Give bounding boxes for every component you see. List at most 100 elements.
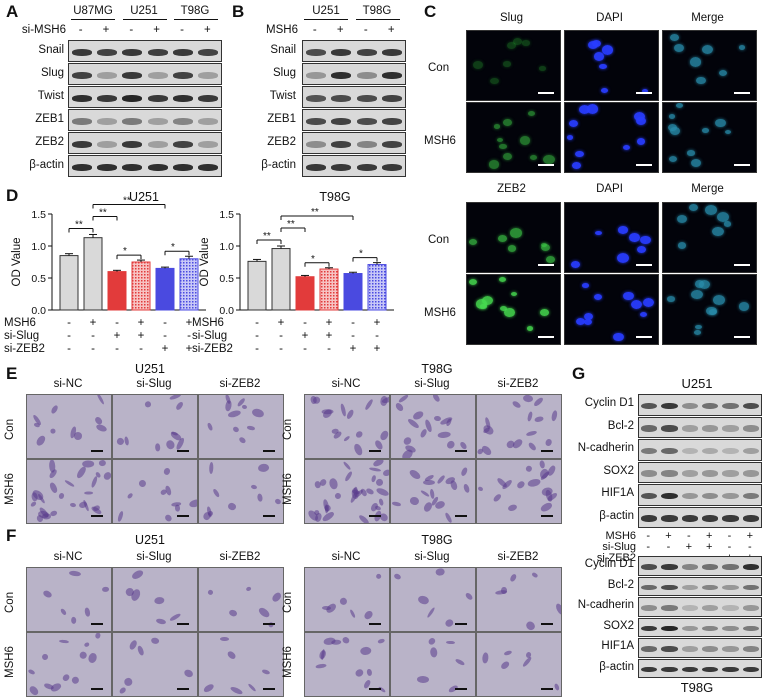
blot-band: [742, 447, 759, 455]
cell-nucleus: [738, 301, 750, 311]
micrograph-image: [112, 394, 198, 459]
row-label: Con: [282, 418, 294, 440]
cell-nucleus: [529, 154, 538, 161]
stained-cell: [374, 572, 383, 581]
blot-band: [702, 402, 719, 410]
cell-line-title: T98G: [680, 680, 714, 695]
cell-nucleus: [572, 162, 581, 170]
fluorescence-image: [466, 274, 561, 345]
blot-band: [681, 402, 698, 410]
stained-cell: [360, 646, 373, 656]
blot-band: [198, 141, 219, 148]
sign-mark: -: [67, 330, 71, 342]
cell-nucleus: [540, 309, 549, 316]
stained-cell: [378, 497, 384, 506]
column-label: si-NC: [53, 551, 83, 563]
stained-cell: [137, 645, 145, 657]
blot-band: [71, 72, 92, 79]
blot-band: [305, 118, 326, 125]
panel-label-g: G: [572, 364, 586, 383]
stained-cell: [227, 501, 238, 512]
row-label: MSH6: [424, 135, 456, 147]
column-label: si-ZEB2: [219, 551, 261, 563]
stained-cell: [436, 474, 446, 485]
blot-band: [96, 72, 118, 79]
cell-nucleus: [717, 212, 729, 223]
cell-nucleus: [694, 324, 702, 330]
row-protein-label: Slug: [272, 66, 296, 79]
blot-strip: [638, 416, 762, 438]
cell-nucleus: [469, 278, 478, 285]
sig-mark: **: [311, 207, 319, 218]
row-protein-label: Bcl-2: [607, 419, 634, 432]
blot-band: [661, 625, 678, 632]
y-tick-label: 0.5: [31, 273, 46, 285]
row-label: Con: [4, 418, 16, 440]
stained-cell: [219, 637, 229, 642]
cell-nucleus: [642, 89, 649, 94]
cell-nucleus: [691, 289, 703, 300]
blot-band: [742, 605, 759, 611]
cell-nucleus: [502, 153, 512, 161]
stained-cell: [525, 465, 534, 474]
stained-cell: [69, 502, 77, 508]
row-protein-label: ZEB2: [267, 135, 296, 148]
cell-nucleus: [490, 77, 499, 85]
stained-cell: [41, 653, 49, 661]
blot-band: [722, 470, 739, 477]
scale-bar: [734, 336, 750, 338]
sign-mark: +: [203, 24, 211, 36]
cell-nucleus: [642, 297, 655, 308]
blot-band: [641, 515, 658, 522]
blot-band: [382, 49, 403, 56]
blot-band: [172, 118, 194, 125]
cell-nucleus: [569, 119, 579, 127]
sign-mark: +: [186, 343, 193, 355]
condition-label: si-ZEB2: [192, 343, 233, 355]
blot-band: [641, 492, 658, 500]
stained-cell: [241, 404, 248, 410]
blot-band: [722, 625, 739, 632]
blot-band: [702, 492, 719, 500]
scale-bar: [636, 92, 652, 94]
stained-cell: [492, 492, 503, 503]
micrograph-image: [476, 567, 562, 632]
stained-cell: [382, 468, 389, 477]
scale-bar: [541, 450, 553, 452]
micrograph-image: [26, 632, 112, 697]
scale-bar: [177, 623, 189, 625]
stained-cell: [526, 410, 534, 422]
blot-band: [356, 72, 377, 79]
blot-band: [742, 515, 759, 522]
blot-band: [681, 666, 698, 673]
cell-nucleus: [575, 317, 586, 326]
stained-cell: [477, 486, 485, 493]
stained-cell: [391, 500, 402, 507]
row-protein-label: ZEB1: [267, 112, 296, 125]
blot-band: [356, 95, 377, 102]
blot-band: [742, 564, 759, 570]
scale-bar: [91, 623, 103, 625]
stained-cell: [374, 477, 385, 488]
cell-nucleus: [687, 150, 695, 156]
blot-band: [661, 470, 678, 477]
stained-cell: [507, 503, 519, 513]
stained-cell: [150, 637, 160, 645]
cell-nucleus: [601, 44, 614, 55]
sign-mark: -: [139, 343, 143, 355]
blot-strip: [68, 63, 222, 85]
cell-nucleus: [546, 256, 556, 263]
scale-bar: [734, 264, 750, 266]
blot-band: [356, 164, 377, 171]
blot-band: [122, 141, 143, 148]
blot-band: [122, 72, 143, 79]
micrograph-image: [198, 394, 284, 459]
stained-cell: [352, 485, 358, 496]
micrograph-image: [390, 567, 476, 632]
sign-mark: +: [162, 343, 169, 355]
fluorescence-image: [564, 274, 659, 345]
blot-band: [147, 118, 168, 125]
sign-mark: +: [665, 530, 672, 542]
stained-cell: [354, 668, 365, 679]
cell-nucleus: [640, 235, 651, 245]
